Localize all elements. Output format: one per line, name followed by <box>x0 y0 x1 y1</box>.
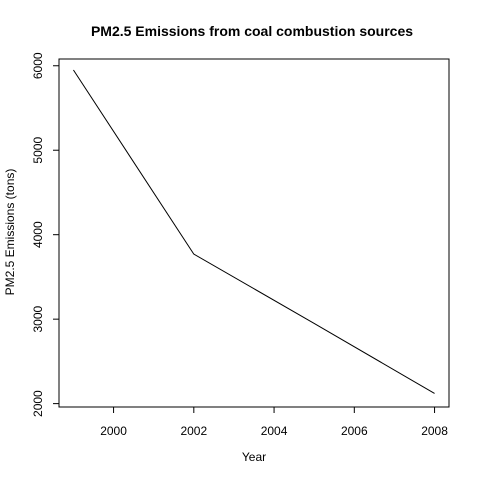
y-tick-label-5000: 5000 <box>31 137 45 164</box>
y-tick-label-4000: 4000 <box>31 221 45 248</box>
x-axis: 2000 2002 2004 2006 2008 <box>100 406 448 438</box>
series-line-0 <box>73 69 435 394</box>
x-tick-label-2006: 2006 <box>341 424 368 438</box>
x-tick-label-2000: 2000 <box>100 424 127 438</box>
series-layer <box>73 69 435 394</box>
chart-title: PM2.5 Emissions from coal combustion sou… <box>91 23 413 39</box>
x-tick-label-2008: 2008 <box>421 424 448 438</box>
x-tick-label-2004: 2004 <box>261 424 288 438</box>
y-tick-label-6000: 6000 <box>31 52 45 79</box>
x-tick-label-2002: 2002 <box>180 424 207 438</box>
y-tick-label-2000: 2000 <box>31 390 45 417</box>
x-axis-label: Year <box>242 450 266 464</box>
y-tick-label-3000: 3000 <box>31 305 45 332</box>
y-axis: 2000 3000 4000 5000 6000 <box>31 52 60 417</box>
y-axis-label: PM2.5 Emissions (tons) <box>3 169 17 296</box>
